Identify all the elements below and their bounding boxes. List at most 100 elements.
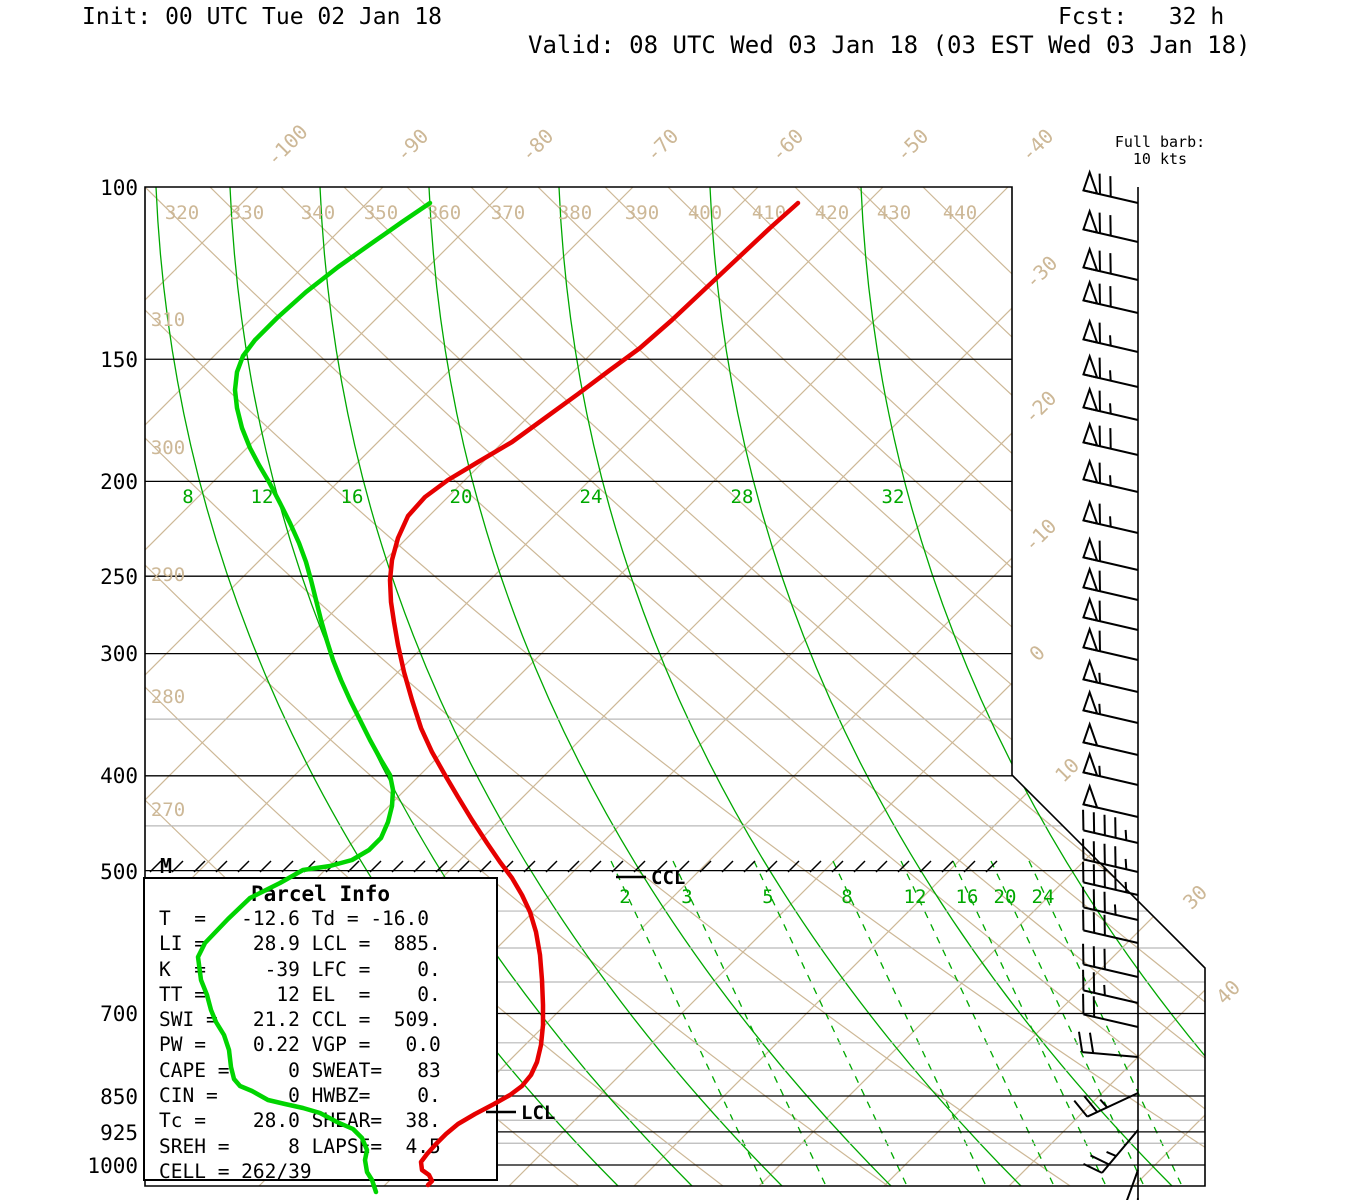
parcel-row-tc-shear: Tc = 28.0 SHEAR= 38. — [159, 1109, 441, 1133]
wind-barb — [1082, 838, 1139, 873]
svg-text:300: 300 — [100, 642, 138, 666]
svg-text:300: 300 — [151, 437, 185, 459]
svg-text:700: 700 — [100, 1002, 138, 1026]
svg-text:150: 150 — [100, 348, 138, 372]
svg-text:12: 12 — [251, 486, 274, 508]
svg-text:24: 24 — [580, 486, 603, 508]
wind-barbs — [1073, 169, 1139, 1200]
wind-barb — [1082, 246, 1139, 281]
wind-barb-legend-line2: 10 kts — [1132, 150, 1188, 168]
wind-barb — [1082, 751, 1139, 786]
svg-text:270: 270 — [151, 799, 185, 821]
wind-barb — [1126, 1169, 1139, 1200]
wind-barb — [1082, 353, 1139, 388]
wind-barb — [1082, 861, 1139, 896]
svg-text:925: 925 — [100, 1121, 138, 1145]
svg-text:24: 24 — [1032, 886, 1055, 908]
svg-text:380: 380 — [558, 202, 592, 224]
svg-text:8: 8 — [182, 486, 193, 508]
svg-text:1000: 1000 — [87, 1154, 138, 1178]
m-marker-label: M — [160, 854, 172, 878]
wind-barb — [1082, 721, 1139, 756]
mixing-ratio-labels: 2 3 5 8 12 16 20 24 — [619, 886, 1054, 908]
wind-barb — [1077, 1031, 1139, 1058]
level-markers: M CCL LCL — [160, 854, 685, 1124]
parcel-info-panel: Parcel Info T = -12.6 Td = -16.0 LI = 28… — [143, 877, 498, 1183]
wind-barb — [1082, 783, 1139, 818]
wind-barb — [1082, 809, 1139, 844]
svg-text:250: 250 — [100, 565, 138, 589]
pressure-axis-labels: 100 150 200 250 300 400 500 700 850 925 1000 — [87, 176, 138, 1178]
wind-barb-legend: Full barb: 10 kts — [1085, 134, 1235, 168]
wind-barb — [1082, 909, 1139, 944]
svg-text:20: 20 — [450, 486, 473, 508]
svg-text:290: 290 — [151, 564, 185, 586]
svg-text:200: 200 — [100, 470, 138, 494]
svg-text:360: 360 — [427, 202, 461, 224]
wind-barb — [1082, 499, 1139, 534]
wind-barb — [1082, 658, 1139, 693]
chart-border — [144, 186, 1206, 1187]
svg-text:320: 320 — [165, 202, 199, 224]
wind-barb — [1082, 421, 1139, 456]
svg-text:850: 850 — [100, 1085, 138, 1109]
wind-barb — [1082, 993, 1139, 1028]
parcel-row-pw-vgp: PW = 0.22 VGP = 0.0 — [159, 1033, 441, 1057]
wind-barb — [1082, 596, 1139, 631]
svg-text:16: 16 — [341, 486, 364, 508]
wind-barb — [1082, 969, 1139, 1004]
temperature-profile-curve — [387, 200, 801, 1188]
wind-barb — [1082, 318, 1139, 353]
svg-text:3: 3 — [681, 886, 692, 908]
parcel-row-cape-sweat: CAPE = 0 SWEAT= 83 — [159, 1058, 441, 1082]
svg-text:20: 20 — [994, 886, 1017, 908]
svg-text:370: 370 — [491, 202, 525, 224]
parcel-row-swi-ccl: SWI = 21.2 CCL = 509. — [159, 1008, 441, 1032]
svg-text:5: 5 — [762, 886, 773, 908]
svg-text:310: 310 — [151, 309, 185, 331]
parcel-row-t-td: T = -12.6 Td = -16.0 — [159, 907, 430, 930]
wind-barb — [1082, 386, 1139, 421]
wind-barb — [1082, 626, 1139, 661]
svg-text:420: 420 — [815, 202, 849, 224]
svg-text:28: 28 — [731, 486, 754, 508]
dewpoint-profile-curve — [195, 200, 433, 1195]
wind-barb — [1083, 1129, 1139, 1174]
ccl-marker-label: CCL — [651, 867, 685, 889]
parcel-row-li-lcl: LI = 28.9 LCL = 885. — [159, 932, 441, 956]
svg-text:32: 32 — [882, 486, 905, 508]
wind-barb — [1082, 566, 1139, 601]
parcel-row-cell: CELL = 262/39 — [159, 1159, 312, 1183]
svg-text:8: 8 — [841, 886, 852, 908]
svg-text:440: 440 — [943, 202, 977, 224]
svg-text:280: 280 — [151, 686, 185, 708]
svg-text:330: 330 — [230, 202, 264, 224]
wind-barb — [1082, 458, 1139, 493]
svg-text:16: 16 — [956, 886, 979, 908]
svg-text:390: 390 — [625, 202, 659, 224]
wind-barb — [1082, 536, 1139, 571]
lcl-marker-label: LCL — [521, 1102, 555, 1124]
wind-barb — [1082, 279, 1139, 314]
moist-adiabat-labels: 8 12 16 20 24 28 32 — [182, 486, 904, 508]
wind-barb — [1082, 886, 1139, 921]
wind-barb — [1082, 169, 1139, 204]
svg-text:100: 100 — [100, 176, 138, 200]
svg-text:500: 500 — [100, 860, 138, 884]
svg-text:340: 340 — [301, 202, 335, 224]
forecast-hour-label: Fcst: 32 h — [1058, 4, 1225, 30]
svg-text:430: 430 — [877, 202, 911, 224]
ccl-hatch-marks — [149, 860, 998, 873]
svg-text:400: 400 — [688, 202, 722, 224]
parcel-row-cin-hwbz: CIN = 0 HWBZ= 0. — [159, 1084, 441, 1108]
svg-text:350: 350 — [364, 202, 398, 224]
init-time-label: Init: 00 UTC Tue 02 Jan 18 — [82, 4, 443, 30]
dry-adiabat-labels: 320 330 340 350 360 370 380 390 400 410 420 430 4403… — [151, 202, 977, 821]
svg-text:12: 12 — [904, 886, 927, 908]
wind-barb — [1082, 689, 1139, 724]
svg-text:400: 400 — [100, 764, 138, 788]
valid-time-label: Valid: 08 UTC Wed 03 Jan 18 (03 EST Wed … — [528, 31, 1251, 59]
wind-barb — [1082, 208, 1139, 243]
svg-text:2: 2 — [619, 886, 630, 908]
